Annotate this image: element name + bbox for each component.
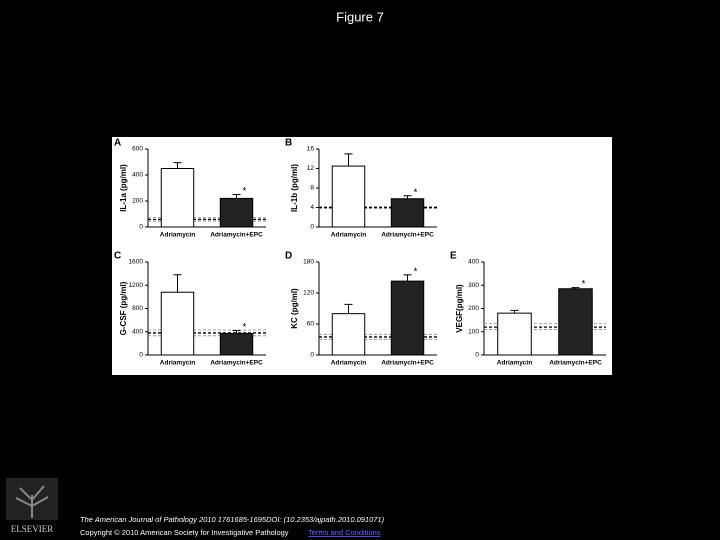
y-tick-label: 400 <box>132 328 143 335</box>
x-tick-label: Adriamycin <box>497 360 532 367</box>
citation: The American Journal of Pathology 2010 1… <box>80 515 385 524</box>
logo-branches <box>15 485 49 518</box>
y-tick-label: 0 <box>310 352 314 359</box>
error-bar <box>571 287 580 289</box>
y-tick-label: 16 <box>307 146 315 153</box>
bar <box>390 198 425 228</box>
y-tick-label: 200 <box>468 305 479 312</box>
y-tick-label: 1200 <box>129 282 144 289</box>
bar <box>219 197 254 228</box>
logo-text: ELSEVIER <box>11 524 54 534</box>
y-tick-label: 1600 <box>129 259 144 266</box>
y-tick-label: 400 <box>468 259 479 266</box>
bar <box>558 288 593 356</box>
logo: ELSEVIER <box>6 478 58 534</box>
y-axis-label: VEGF(pg/ml) <box>455 284 464 333</box>
y-tick-label: 0 <box>475 352 479 359</box>
y-tick-label: 0 <box>139 352 143 359</box>
significance-mark: * <box>582 279 586 290</box>
terms-link[interactable]: Terms and Conditions <box>308 528 381 537</box>
x-tick-label: Adriamycin <box>160 232 195 239</box>
error-bar <box>344 303 353 314</box>
y-axis-label: IL-1a (pg/ml) <box>119 164 128 212</box>
y-tick-label: 0 <box>310 224 314 231</box>
y-axis-label: KC (pg/ml) <box>290 288 299 329</box>
x-tick-label: Adriamycin <box>160 360 195 367</box>
bar <box>497 312 532 356</box>
y-tick-label: 400 <box>132 172 143 179</box>
x-tick-label: Adriamycin+EPC <box>210 360 263 367</box>
panel-letter: D <box>285 251 292 262</box>
x-tick-label: Adriamycin+EPC <box>381 232 434 239</box>
y-tick-label: 100 <box>468 328 479 335</box>
x-tick-label: Adriamycin+EPC <box>210 232 263 239</box>
y-tick-label: 600 <box>132 146 143 153</box>
y-tick-label: 800 <box>132 305 143 312</box>
y-tick-label: 60 <box>307 321 315 328</box>
y-tick-label: 4 <box>310 204 314 211</box>
error-bar <box>344 153 353 167</box>
bar <box>390 280 425 356</box>
error-bar <box>510 309 519 314</box>
bar <box>331 313 366 356</box>
panel-letter: B <box>285 138 292 149</box>
significance-mark: * <box>414 267 418 278</box>
bar <box>160 291 195 356</box>
bar <box>219 332 254 356</box>
significance-mark: * <box>243 186 247 197</box>
x-tick-label: Adriamycin <box>331 360 366 367</box>
y-tick-label: 180 <box>303 259 314 266</box>
significance-mark: * <box>243 322 247 333</box>
copyright: Copyright © 2010 American Society for In… <box>80 528 289 537</box>
x-tick-label: Adriamycin+EPC <box>549 360 602 367</box>
y-tick-label: 200 <box>132 198 143 205</box>
error-bar <box>403 274 412 282</box>
panel-letter: E <box>450 251 457 262</box>
x-tick-label: Adriamycin+EPC <box>381 360 434 367</box>
slide-title: Figure 7 <box>336 9 384 24</box>
y-tick-label: 8 <box>310 185 314 192</box>
y-axis-label: IL-1b (pg/ml) <box>290 164 299 212</box>
y-axis-label: G-CSF (pg/ml) <box>119 281 128 335</box>
y-tick-label: 120 <box>303 290 314 297</box>
panel-letter: C <box>114 251 121 262</box>
significance-mark: * <box>414 187 418 198</box>
error-bar <box>403 195 412 199</box>
error-bar <box>232 330 241 334</box>
error-bar <box>232 194 241 199</box>
y-tick-label: 12 <box>307 165 315 172</box>
bar <box>160 168 195 228</box>
error-bar <box>173 274 182 293</box>
bar <box>331 165 366 228</box>
y-tick-label: 0 <box>139 224 143 231</box>
x-tick-label: Adriamycin <box>331 232 366 239</box>
panel-letter: A <box>114 138 121 149</box>
error-bar <box>173 162 182 169</box>
y-tick-label: 300 <box>468 282 479 289</box>
